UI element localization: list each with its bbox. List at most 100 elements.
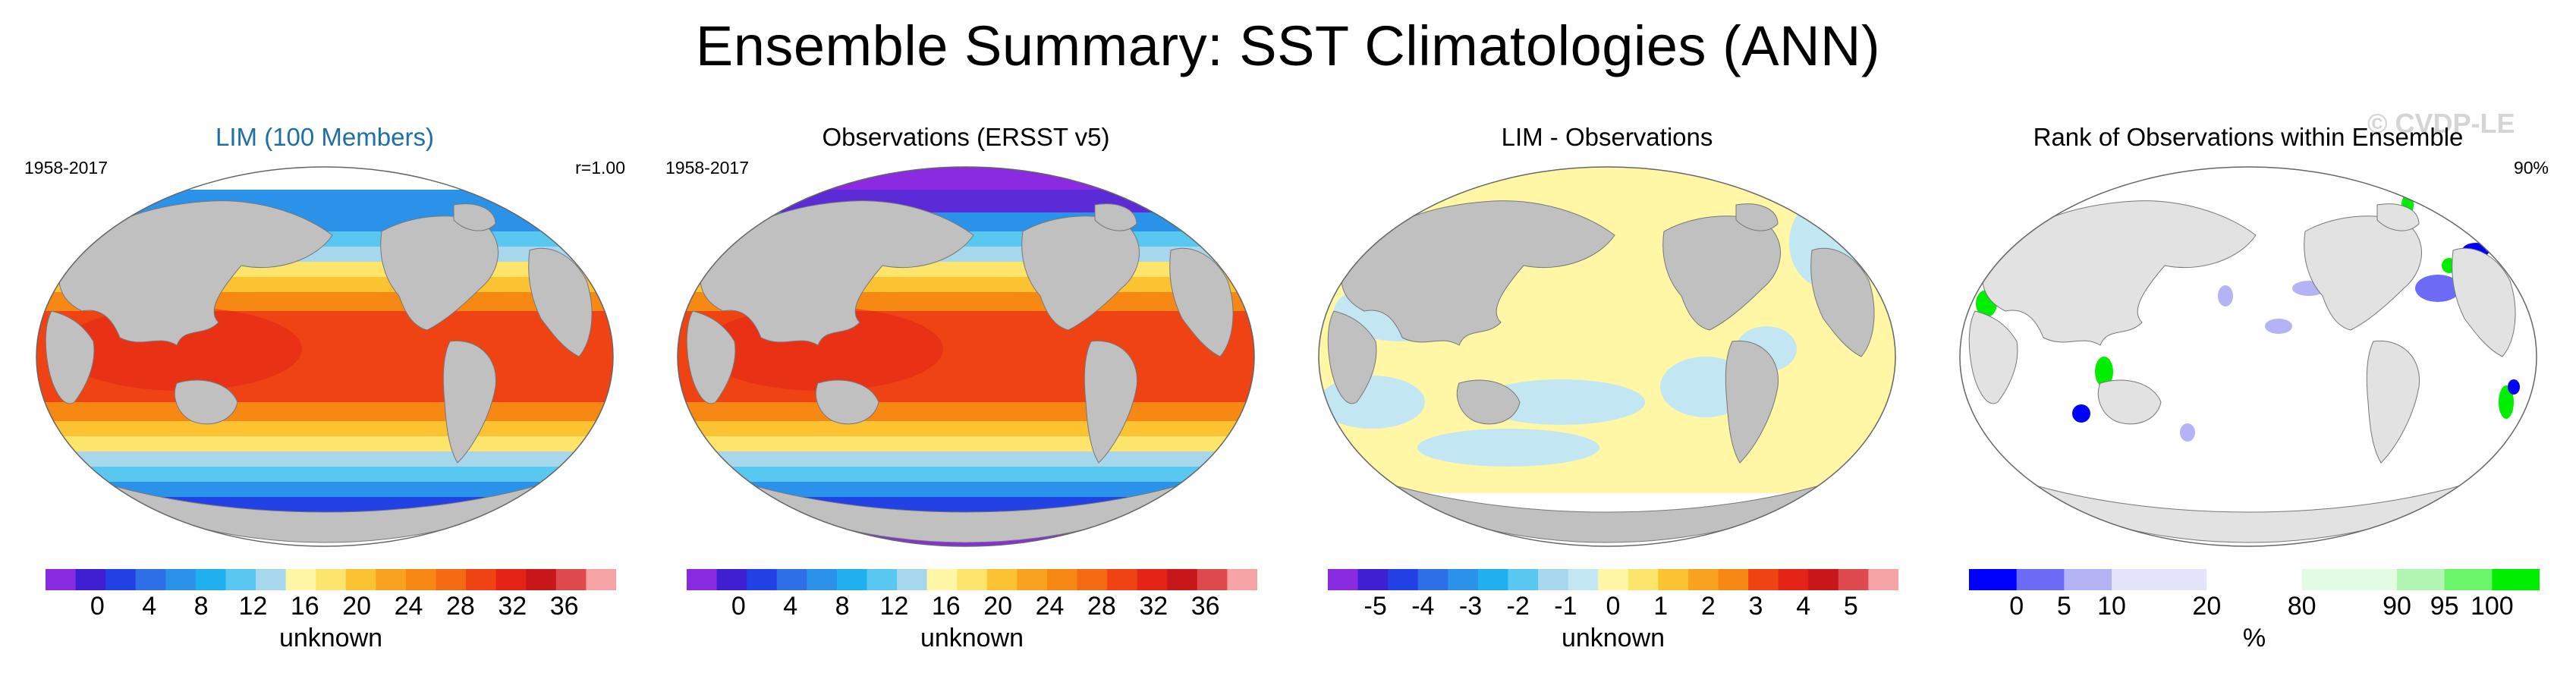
colorbar-tick-label: -5: [1363, 592, 1387, 621]
colorbar-label: unknown: [920, 624, 1024, 652]
colorbar-segment: [1477, 569, 1508, 590]
colorbar-segment: [2492, 569, 2540, 590]
colorbar-segment: [1388, 569, 1419, 590]
colorbar-segment: [1969, 569, 2018, 590]
colorbar-segment: [316, 569, 347, 590]
land-mass: [686, 310, 736, 404]
land-mass: [1084, 340, 1138, 464]
rank-anomaly: [2499, 385, 2514, 419]
colorbar-segment: [195, 569, 226, 590]
land-mass: [1810, 247, 1875, 357]
colorbar-tick-label: -3: [1458, 592, 1483, 621]
colorbar-tick-label: 12: [879, 592, 909, 621]
colorbar-segment: [687, 569, 718, 590]
sst-band: [678, 402, 1254, 421]
panel-title: LIM (100 Members): [215, 123, 434, 151]
colorbar-tick-label: 10: [2097, 592, 2126, 621]
rank-anomaly: [2218, 285, 2233, 307]
colorbar-segment: [926, 569, 958, 590]
colorbar-segment: [46, 569, 77, 590]
colorbar-tick-label: 16: [290, 592, 319, 621]
colorbar-tick-label: 100: [2470, 592, 2514, 621]
colorbar-segment: [716, 569, 747, 590]
map-boundary: [1959, 166, 2537, 547]
colorbar-label: unknown: [278, 624, 383, 652]
colorbar-tick-label: 32: [498, 592, 527, 621]
colorbar-segment: [526, 569, 557, 590]
colorbar-segment: [1227, 569, 1257, 590]
colorbar-segment: [1197, 569, 1228, 590]
panel-rank: Rank of Observations within Ensemble 90%…: [1937, 114, 2559, 668]
colorbar-tick-label: 0: [2009, 592, 2024, 621]
colorbar-segment: [1137, 569, 1168, 590]
colorbar-segment: [285, 569, 316, 590]
colorbar-ticks: 0 5 10 20 80 90 95 100: [1969, 592, 2540, 622]
sst-band: [36, 451, 613, 467]
colorbar-label: unknown: [1561, 624, 1665, 652]
sst-band: [36, 167, 613, 190]
colorbar-segment: [867, 569, 898, 590]
colorbar-tick-label: 0: [731, 592, 746, 621]
colorbar-tick-label: -1: [1554, 592, 1577, 621]
colorbar-tick-label: 36: [549, 592, 579, 621]
colorbar-tick-label: 5: [1843, 592, 1858, 621]
colorbar-tick-label: 4: [1796, 592, 1811, 621]
colorbar-segment: [836, 569, 867, 590]
world-map: [36, 166, 614, 547]
colorbar-tick-label: 2: [1700, 592, 1716, 621]
colorbar-segment: [466, 569, 497, 590]
panel-title: Observations (ERSST v5): [822, 123, 1110, 151]
land-mass: [45, 310, 95, 404]
colorbar-segment: [1718, 569, 1749, 590]
colorbar-segment: [1748, 569, 1779, 590]
land-mass: [2452, 247, 2516, 357]
colorbar-segment: [2016, 569, 2065, 590]
colorbar-segment: [256, 569, 287, 590]
colorbar-segment: [1568, 569, 1599, 590]
colorbar-tick-label: -4: [1411, 592, 1435, 621]
colorbar-segment: [2397, 569, 2445, 590]
rank-anomaly: [2180, 423, 2195, 442]
colorbar-segment: [405, 569, 437, 590]
sst-band: [36, 436, 613, 451]
colorbar-segment: [986, 569, 1018, 590]
panel-observations: Observations (ERSST v5) 1958-2017 0 4 8 12 1…: [655, 114, 1277, 668]
land-mass: [1725, 340, 1779, 464]
colorbar-segment: [376, 569, 407, 590]
colorbar: [46, 569, 616, 590]
colorbar-tick-label: 0: [1606, 592, 1621, 621]
correlation-label: r=1.00: [575, 158, 625, 178]
colorbar-tick-label: -2: [1506, 592, 1530, 621]
colorbar-label: %: [2242, 624, 2266, 652]
colorbar-segment: [897, 569, 928, 590]
panel-difference: LIM - Observations -5 -4 -3 -2 -1 0 1 2 3 4 5 unkn…: [1296, 114, 1918, 668]
colorbar-tick-label: 8: [193, 592, 209, 621]
colorbar-tick-label: 95: [2430, 592, 2459, 621]
sst-band: [36, 402, 613, 421]
colorbar-segment: [345, 569, 376, 590]
colorbar: [1969, 569, 2540, 590]
land-mass: [2376, 203, 2420, 231]
colorbar-segment: [1017, 569, 1048, 590]
map-content: [678, 167, 1254, 546]
colorbar-tick-label: 4: [142, 592, 157, 621]
colorbar-segment: [165, 569, 197, 590]
colorbar-segment: [1107, 569, 1138, 590]
sst-band: [678, 167, 1254, 190]
land-mass: [815, 379, 879, 425]
colorbar-segment: [2064, 569, 2112, 590]
colorbar-segment: [1167, 569, 1198, 590]
panel-title: LIM - Observations: [1501, 123, 1713, 151]
colorbar-segment: [2159, 569, 2207, 590]
sst-band: [678, 497, 1254, 512]
colorbar-segment: [957, 569, 988, 590]
colorbar-segment: [747, 569, 778, 590]
colorbar-tick-label: 28: [445, 592, 475, 621]
panel-title: Rank of Observations within Ensemble: [2033, 123, 2464, 151]
land-mass: [174, 379, 238, 425]
colorbar-ticks: 0 4 8 12 16 20 24 28 32 36: [687, 592, 1257, 622]
colorbar-tick-label: 90: [2383, 592, 2411, 621]
land-mass: [1968, 310, 2018, 404]
colorbar-tick-label: 12: [238, 592, 268, 621]
colorbar-segment: [1687, 569, 1719, 590]
